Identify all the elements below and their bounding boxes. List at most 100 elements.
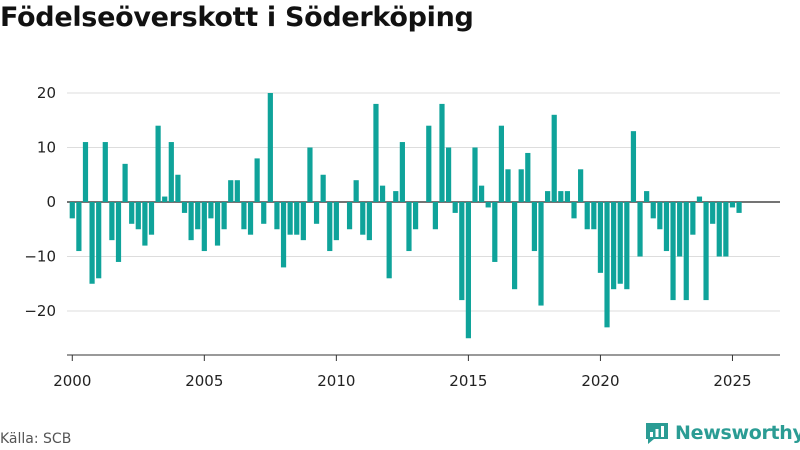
- bar: [327, 202, 333, 252]
- bar: [459, 202, 465, 301]
- bar: [604, 202, 610, 328]
- bar: [109, 202, 115, 241]
- bar: [333, 202, 339, 241]
- brand-name: Newsworthy: [675, 422, 800, 444]
- bar: [142, 202, 148, 246]
- bar: [677, 202, 683, 257]
- bar: [69, 202, 75, 219]
- bar: [135, 202, 141, 230]
- newsworthy-logo: Newsworthy: [644, 421, 800, 445]
- bar: [630, 131, 637, 202]
- source-label: Källa: SCB: [0, 431, 72, 447]
- bar: [346, 202, 353, 230]
- bar: [386, 202, 392, 279]
- bar: [432, 202, 438, 230]
- bar: [657, 202, 663, 230]
- bar: [452, 202, 458, 213]
- bar: [426, 125, 432, 202]
- bar: [102, 142, 108, 202]
- bar: [274, 202, 280, 230]
- bar: [584, 202, 590, 230]
- bar: [76, 202, 82, 252]
- bar: [445, 147, 452, 202]
- bar: [300, 202, 306, 241]
- bar: [208, 202, 214, 219]
- bar: [379, 185, 386, 202]
- bar: [465, 202, 471, 339]
- x-tick-label: 2000: [53, 372, 91, 390]
- bar: [531, 202, 538, 252]
- x-tick-label: 2020: [581, 372, 619, 390]
- bar: [538, 202, 544, 306]
- bar: [148, 202, 155, 235]
- newsworthy-logo-icon: [646, 423, 668, 444]
- bar: [313, 202, 320, 224]
- bar: [670, 202, 676, 301]
- bar: [320, 174, 326, 202]
- bar: [512, 202, 518, 290]
- bar: [597, 202, 604, 273]
- bar: [122, 163, 128, 202]
- bar: [723, 202, 729, 257]
- bar: [492, 202, 498, 262]
- bar: [366, 202, 372, 241]
- bar: [247, 202, 254, 235]
- bar: [393, 191, 399, 202]
- bar: [214, 202, 221, 246]
- bar: [181, 202, 188, 213]
- bar: [373, 103, 379, 202]
- x-tick-label: 2005: [185, 372, 223, 390]
- y-tick-label: 10: [37, 139, 56, 157]
- bar: [353, 180, 359, 202]
- x-tick-label: 2010: [317, 372, 355, 390]
- bar: [663, 202, 670, 252]
- bar: [591, 202, 597, 230]
- bar: [696, 196, 703, 202]
- bar: [703, 202, 709, 301]
- bar: [129, 202, 135, 224]
- bar: [234, 180, 240, 202]
- bar: [221, 202, 227, 230]
- bar: [406, 202, 412, 252]
- bar: [578, 169, 584, 202]
- bar: [294, 202, 300, 235]
- bar: [518, 169, 524, 202]
- bar: [637, 202, 643, 257]
- bar: [644, 191, 650, 202]
- bar: [360, 202, 366, 235]
- bar: [168, 142, 174, 202]
- bar: [89, 202, 95, 284]
- chart-title: Födelseöverskott i Söderköping: [0, 2, 474, 33]
- bar: [558, 191, 564, 202]
- bar: [545, 191, 551, 202]
- x-tick-label: 2015: [449, 372, 487, 390]
- bar: [485, 202, 491, 208]
- bar: [525, 152, 531, 202]
- bar: [564, 191, 571, 202]
- bar: [241, 202, 247, 230]
- bar: [683, 202, 689, 301]
- bar: [505, 169, 511, 202]
- bar: [82, 142, 89, 202]
- bar: [690, 202, 696, 235]
- bar: [399, 142, 405, 202]
- bar: [175, 174, 181, 202]
- bars: [69, 93, 742, 339]
- bar: [611, 202, 617, 290]
- bar: [155, 125, 161, 202]
- bar: [617, 202, 623, 284]
- bar: [254, 158, 260, 202]
- bar: [478, 185, 485, 202]
- y-tick-label: −20: [24, 302, 56, 320]
- bar: [96, 202, 102, 279]
- bar: [551, 114, 557, 202]
- bar: [261, 202, 267, 224]
- bar: [716, 202, 722, 257]
- bar: [624, 202, 630, 290]
- y-tick-label: −10: [24, 248, 56, 266]
- bar: [188, 202, 194, 241]
- bar: [472, 147, 478, 202]
- bar: [729, 202, 736, 208]
- bar: [498, 125, 505, 202]
